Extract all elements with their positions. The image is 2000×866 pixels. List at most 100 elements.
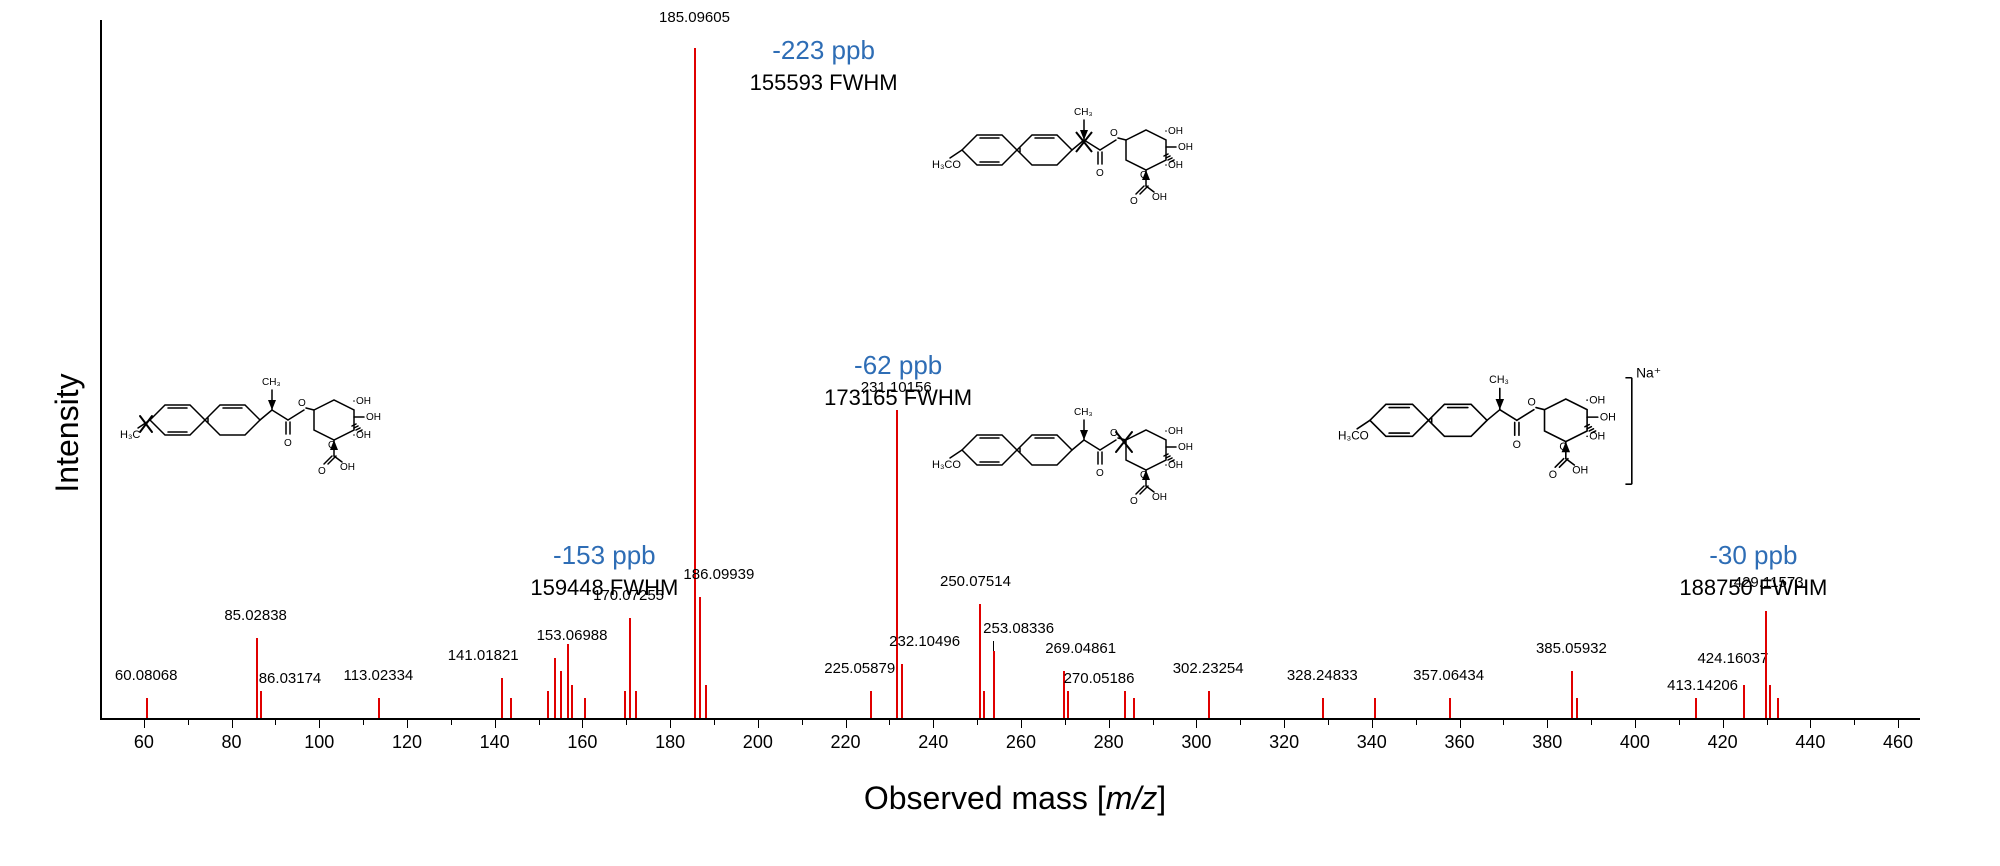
peak-label: 413.14206 xyxy=(1667,677,1738,694)
spectrum-peak xyxy=(256,638,258,718)
x-tick-minor xyxy=(451,720,452,725)
x-tick-minor xyxy=(1153,720,1154,725)
peak-label: 86.03174 xyxy=(259,670,322,687)
fwhm-value: 188750 FWHM xyxy=(1679,575,1827,601)
x-tick-label: 60 xyxy=(134,732,154,753)
spectrum-peak xyxy=(547,691,549,718)
spectrum-peak xyxy=(694,48,696,718)
x-tick xyxy=(670,720,671,728)
svg-text:O: O xyxy=(1528,396,1536,408)
x-axis-label-suffix: ] xyxy=(1157,780,1166,816)
spectrum-peak xyxy=(1765,611,1767,718)
spectrum-peak xyxy=(1571,671,1573,718)
x-tick-label: 240 xyxy=(918,732,948,753)
peak-label: 186.09939 xyxy=(683,566,754,583)
svg-text:OH: OH xyxy=(1152,492,1167,503)
x-tick xyxy=(1196,720,1197,728)
spectrum-peak xyxy=(979,604,981,718)
x-tick xyxy=(144,720,145,728)
x-tick-minor xyxy=(1767,720,1768,725)
spectrum-peak xyxy=(1374,698,1376,718)
peak-label: 328.24833 xyxy=(1287,667,1358,684)
chemical-structure: H₃COCH₃OOOOHOHOHOOHNa⁺ xyxy=(1338,320,1668,510)
peak-label: 253.08336 xyxy=(983,620,1054,637)
spectrum-peak xyxy=(1769,685,1771,719)
svg-text:O: O xyxy=(318,466,326,477)
spectrum-peak xyxy=(1777,698,1779,718)
x-tick-minor xyxy=(1679,720,1680,725)
x-tick xyxy=(1109,720,1110,728)
spectrum-peak xyxy=(901,664,903,718)
svg-text:O: O xyxy=(1549,469,1557,481)
peak-label: 185.09605 xyxy=(659,9,730,26)
spectrum-peak xyxy=(870,691,872,718)
x-tick xyxy=(319,720,320,728)
spectrum-peak xyxy=(1322,698,1324,718)
spectrum-peak xyxy=(624,691,626,718)
spectrum-peak xyxy=(1449,698,1451,718)
spectrum-peak xyxy=(1695,698,1697,718)
svg-text:O: O xyxy=(1130,496,1138,507)
ppb-value: -153 ppb xyxy=(530,540,678,571)
spectrum-peak xyxy=(1067,691,1069,718)
x-tick xyxy=(407,720,408,728)
x-tick-label: 200 xyxy=(743,732,773,753)
x-tick-minor xyxy=(1065,720,1066,725)
svg-text:O: O xyxy=(1096,168,1104,179)
spectrum-peak xyxy=(571,685,573,719)
svg-text:H₃CO: H₃CO xyxy=(932,159,961,171)
x-tick xyxy=(758,720,759,728)
x-tick xyxy=(846,720,847,728)
x-tick-label: 260 xyxy=(1006,732,1036,753)
svg-text:H₃CO: H₃CO xyxy=(1338,429,1369,442)
svg-text:O: O xyxy=(1096,468,1104,479)
peak-label: 250.07514 xyxy=(940,573,1011,590)
x-tick-minor xyxy=(977,720,978,725)
x-tick-minor xyxy=(1591,720,1592,725)
svg-text:OH: OH xyxy=(1573,465,1589,477)
x-tick-minor xyxy=(626,720,627,725)
x-tick xyxy=(933,720,934,728)
spectrum-peak xyxy=(567,644,569,718)
svg-text:CH₃: CH₃ xyxy=(1074,407,1093,418)
peak-label: 225.05879 xyxy=(824,660,895,677)
x-tick-label: 100 xyxy=(304,732,334,753)
peak-annotation: -30 ppb188750 FWHM xyxy=(1679,540,1827,601)
svg-text:OH: OH xyxy=(1600,411,1616,423)
x-tick-label: 140 xyxy=(480,732,510,753)
svg-text:CH₃: CH₃ xyxy=(1074,107,1093,118)
x-tick xyxy=(1723,720,1724,728)
x-tick-minor xyxy=(363,720,364,725)
peak-label: 141.01821 xyxy=(448,647,519,664)
x-tick-label: 280 xyxy=(1094,732,1124,753)
x-tick-minor xyxy=(1328,720,1329,725)
x-tick-minor xyxy=(802,720,803,725)
x-tick-label: 220 xyxy=(831,732,861,753)
peak-leader xyxy=(993,641,994,651)
x-tick xyxy=(1635,720,1636,728)
spectrum-peak xyxy=(993,651,995,718)
x-tick-minor xyxy=(275,720,276,725)
spectrum-peak xyxy=(501,678,503,718)
fwhm-value: 159448 FWHM xyxy=(530,575,678,601)
x-tick-label: 380 xyxy=(1532,732,1562,753)
spectrum-peak xyxy=(146,698,148,718)
x-axis-label: Observed mass [m/z] xyxy=(864,780,1166,817)
svg-text:OH: OH xyxy=(1178,142,1193,153)
peak-label: 270.05186 xyxy=(1064,670,1135,687)
peak-label: 232.10496 xyxy=(889,633,960,650)
spectrum-peak xyxy=(584,698,586,718)
spectrum-peak xyxy=(983,691,985,718)
spectrum-peak xyxy=(705,685,707,719)
x-tick-minor xyxy=(539,720,540,725)
svg-text:CH₃: CH₃ xyxy=(1490,374,1510,386)
x-tick xyxy=(1372,720,1373,728)
spectrum-peak xyxy=(1124,691,1126,718)
svg-text:H₃C: H₃C xyxy=(120,429,140,441)
x-tick-minor xyxy=(1503,720,1504,725)
spectrum-peak xyxy=(635,691,637,718)
peak-label: 60.08068 xyxy=(115,667,178,684)
spectrum-peak xyxy=(699,597,701,718)
chemical-structure: H₃COCH₃OOOOHOHOHOOH xyxy=(932,60,1242,230)
ppb-value: -223 ppb xyxy=(750,35,898,66)
